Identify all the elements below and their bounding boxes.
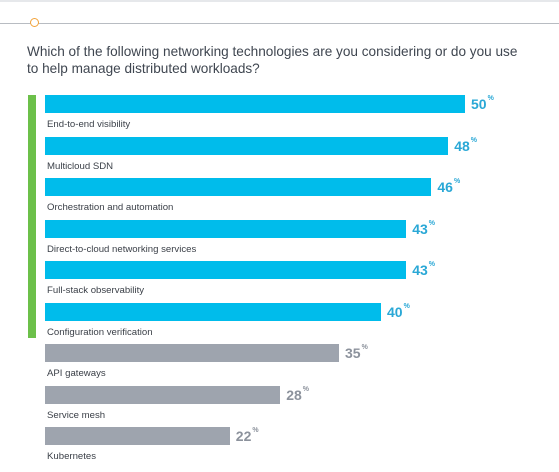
data-label: 40% [387,302,410,320]
timeline-marker-icon [30,18,39,27]
category-label: Orchestration and automation [47,202,174,213]
category-label: Service mesh [47,409,106,421]
data-label: 43% [412,219,435,237]
bar [45,136,449,155]
highlight-accent-bar [28,95,36,338]
bar [45,427,230,445]
bar [45,261,407,279]
bar [45,385,281,404]
data-label: 50% [471,95,494,112]
data-label: 22% [235,427,259,444]
category-label: Kubernetes [47,451,97,462]
survey-question: Which of the following networking techno… [27,44,518,76]
data-label: 46% [437,178,461,195]
bar [45,95,465,113]
data-label: 48% [454,136,477,154]
bar [45,302,381,321]
data-label: 43% [412,261,435,278]
category-label: Direct-to-cloud networking services [47,243,197,255]
category-label: Multicloud SDN [47,160,114,172]
category-label: End-to-end visibility [47,119,131,130]
bar [45,178,432,196]
bar [45,344,339,362]
bar [45,219,407,238]
top-rule [0,23,559,24]
category-label: Configuration verification [47,326,153,338]
category-label: Full-stack observability [47,285,145,296]
data-label: 35% [345,344,368,361]
top-border [0,0,559,2]
data-label: 28% [286,385,309,403]
category-label: API gateways [47,368,106,379]
